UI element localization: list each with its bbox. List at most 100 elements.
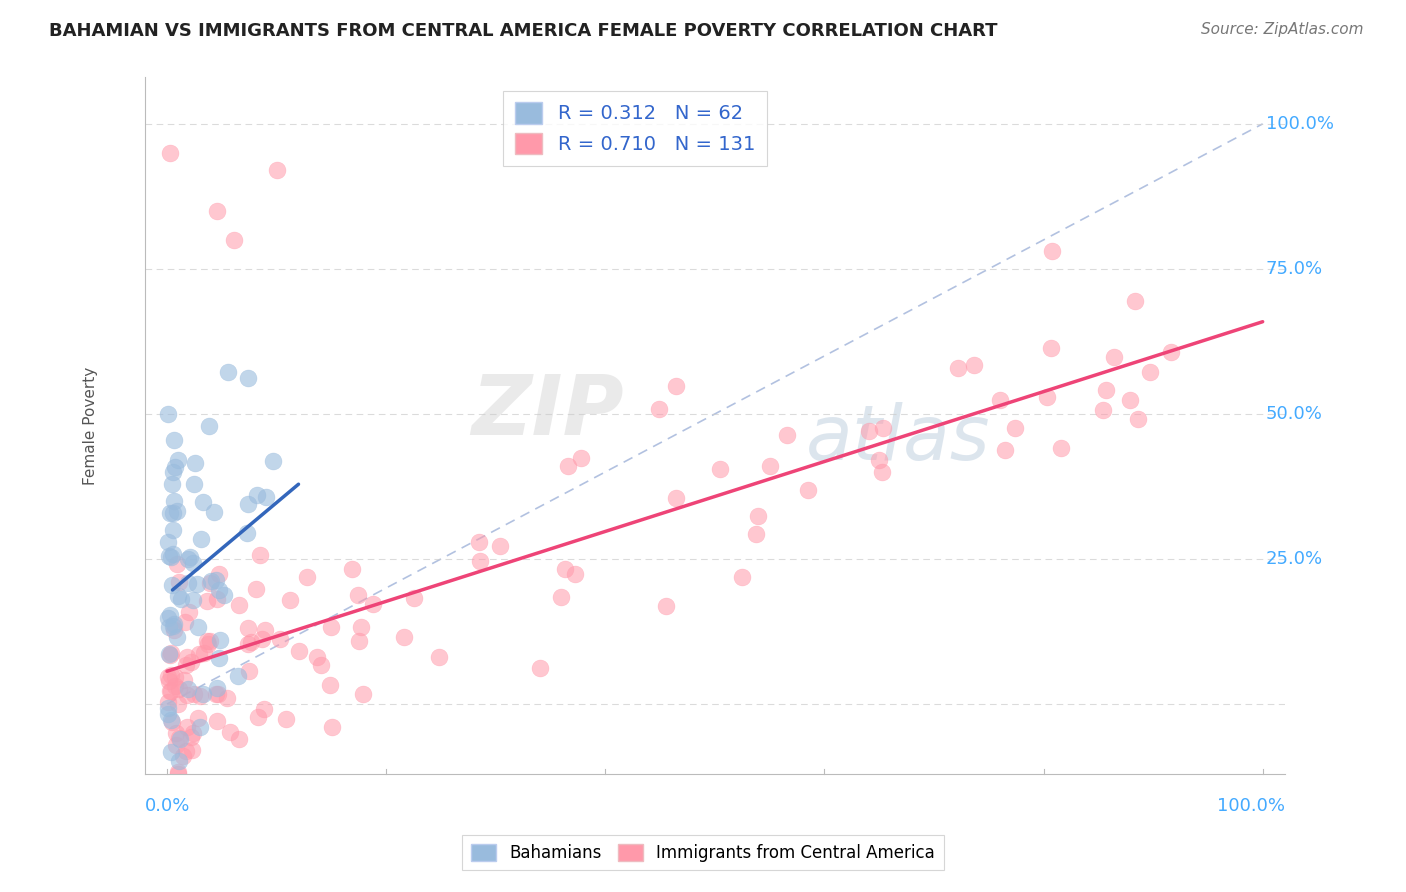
Point — [564, 567, 586, 582]
Point — [1118, 392, 1140, 407]
Point — [200, 574, 222, 588]
Point — [236, 621, 259, 635]
Point — [1094, 383, 1116, 397]
Point — [217, 365, 239, 379]
Point — [238, 497, 260, 511]
Point — [347, 634, 370, 648]
Point — [165, 726, 187, 740]
Point — [157, 674, 180, 689]
Point — [207, 681, 229, 695]
Point — [190, 720, 212, 734]
Point — [162, 547, 184, 561]
Point — [394, 630, 416, 644]
Point — [177, 682, 200, 697]
Point — [307, 650, 329, 665]
Point — [165, 460, 187, 475]
Point — [167, 453, 190, 467]
Point — [347, 589, 370, 603]
Point — [246, 710, 269, 724]
Point — [205, 687, 228, 701]
Point — [162, 523, 184, 537]
Point — [166, 504, 188, 518]
Text: ZIP: ZIP — [471, 371, 624, 452]
Point — [340, 561, 363, 575]
Point — [747, 509, 769, 524]
Point — [1092, 403, 1115, 417]
Point — [269, 632, 291, 646]
Point — [163, 781, 186, 796]
Point — [946, 360, 969, 375]
Point — [169, 731, 191, 746]
Point — [1139, 365, 1161, 379]
Point — [162, 506, 184, 520]
Point — [198, 419, 221, 434]
Point — [280, 593, 302, 607]
Point — [1050, 442, 1073, 456]
Point — [191, 687, 214, 701]
Point — [162, 780, 184, 794]
Point — [250, 632, 273, 647]
Point — [160, 715, 183, 730]
Point — [157, 407, 180, 421]
Text: 25.0%: 25.0% — [1265, 550, 1323, 568]
Point — [186, 577, 208, 591]
Point — [963, 359, 986, 373]
Text: 100.0%: 100.0% — [1216, 797, 1285, 815]
Point — [295, 569, 318, 583]
Legend: Bahamians, Immigrants from Central America: Bahamians, Immigrants from Central Ameri… — [463, 836, 943, 871]
Point — [195, 633, 218, 648]
Point — [159, 648, 181, 662]
Point — [994, 442, 1017, 457]
Point — [187, 619, 209, 633]
Text: 75.0%: 75.0% — [1265, 260, 1323, 278]
Point — [162, 465, 184, 479]
Point — [167, 731, 190, 745]
Point — [190, 532, 212, 546]
Point — [163, 433, 186, 447]
Point — [236, 637, 259, 651]
Point — [1039, 341, 1062, 355]
Point — [554, 561, 576, 575]
Point — [1128, 412, 1150, 426]
Point — [167, 682, 190, 697]
Point — [208, 651, 231, 665]
Point — [198, 575, 221, 590]
Text: 0.0%: 0.0% — [145, 797, 190, 815]
Point — [157, 647, 180, 661]
Text: 100.0%: 100.0% — [1265, 115, 1334, 133]
Point — [228, 731, 250, 746]
Point — [190, 689, 212, 703]
Point — [157, 701, 180, 715]
Point — [212, 588, 235, 602]
Point — [184, 455, 207, 469]
Point — [745, 527, 768, 541]
Point — [319, 620, 342, 634]
Point — [187, 711, 209, 725]
Point — [245, 582, 267, 596]
Point — [160, 476, 183, 491]
Point — [160, 646, 183, 660]
Point — [870, 465, 893, 479]
Point — [236, 526, 259, 541]
Point — [858, 424, 880, 438]
Point — [569, 450, 592, 465]
Point — [207, 582, 229, 597]
Point — [209, 632, 232, 647]
Point — [648, 402, 671, 417]
Point — [219, 725, 242, 739]
Point — [162, 578, 184, 592]
Point — [174, 744, 197, 758]
Point — [159, 684, 181, 698]
Point — [160, 745, 183, 759]
Point — [1036, 391, 1059, 405]
Text: 50.0%: 50.0% — [1265, 405, 1323, 423]
Point — [177, 552, 200, 566]
Point — [157, 534, 180, 549]
Point — [1004, 421, 1026, 435]
Point — [872, 421, 894, 435]
Point — [319, 678, 342, 692]
Point — [167, 754, 190, 768]
Point — [238, 665, 260, 679]
Point — [176, 688, 198, 702]
Point — [988, 393, 1011, 408]
